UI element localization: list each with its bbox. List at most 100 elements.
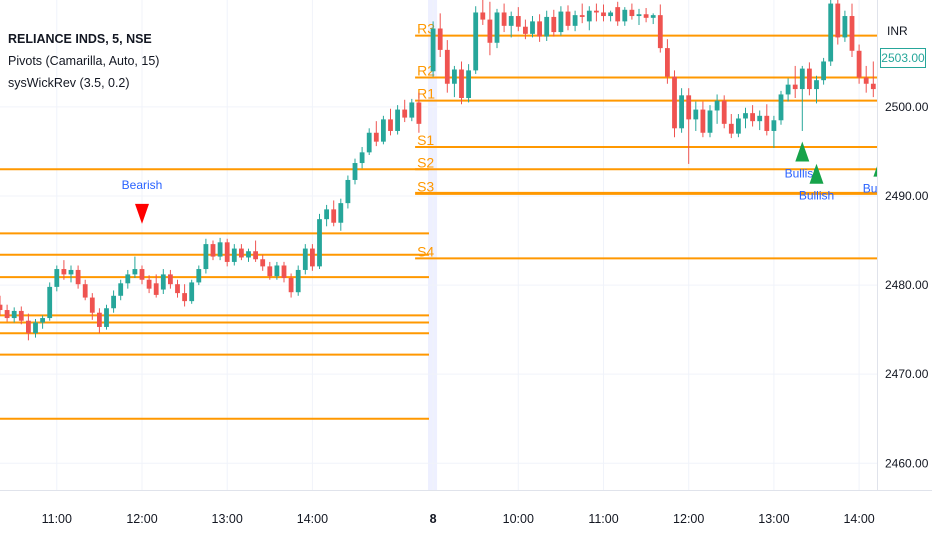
indicator-pivots-label[interactable]: Pivots (Camarilla, Auto, 15) (8, 54, 160, 68)
candle-body (643, 14, 649, 18)
candle-body (466, 70, 471, 98)
currency-label: INR (887, 24, 908, 38)
candle-body (302, 248, 308, 270)
candle-body (785, 84, 791, 95)
candle-body (594, 10, 599, 13)
candle-body (814, 80, 819, 90)
candle-body (4, 310, 10, 319)
candle-body (125, 274, 131, 284)
candle-body (231, 248, 237, 262)
candle-body (459, 69, 464, 98)
y-tick-label: 2480.00 (885, 278, 929, 292)
candle-body (281, 265, 287, 278)
pivot-label-s3: S3 (417, 178, 434, 194)
candle-body (707, 110, 713, 133)
candle-body (11, 310, 17, 319)
indicator-wickrev-label[interactable]: sysWickRev (3.5, 0.2) (8, 76, 130, 90)
candle-body (714, 100, 720, 111)
candle-body (494, 12, 500, 43)
candle-body (210, 244, 216, 257)
candle-body (530, 21, 535, 34)
candle-body (608, 12, 613, 17)
x-tick-label: 14:00 (843, 512, 874, 526)
candle-body (473, 12, 479, 71)
candle-body (650, 15, 656, 18)
bearish-marker (135, 203, 149, 224)
candle-body (267, 266, 273, 277)
candle-body (153, 283, 159, 295)
candle-body (168, 274, 173, 285)
candle-body (693, 109, 699, 120)
x-tick-label: 13:00 (758, 512, 789, 526)
candle-body (203, 244, 209, 270)
x-tick-label: 11:00 (588, 512, 618, 526)
candle-body (132, 269, 138, 275)
candle-body (239, 248, 244, 258)
candle-body (537, 21, 542, 37)
bearish-label: Bearish (122, 178, 163, 192)
x-tick-label: 8 (430, 512, 437, 526)
candle-body (480, 12, 486, 20)
candle-body (253, 251, 258, 260)
candle-body (345, 179, 351, 204)
candle-body (487, 19, 493, 43)
candle-body (870, 83, 876, 90)
pivot-label-s2: S2 (417, 154, 434, 170)
candle-body (807, 68, 812, 90)
candle-body (381, 119, 386, 142)
candle-body (359, 152, 365, 164)
candle-body (33, 322, 38, 334)
candle-body (444, 49, 450, 84)
candle-body (721, 100, 727, 124)
candle-body (586, 10, 592, 22)
candle-body (686, 95, 692, 120)
candle-body (274, 265, 280, 277)
candle-body (501, 12, 507, 26)
candle-body (111, 295, 116, 309)
candle-body (778, 94, 784, 121)
candle-body (416, 102, 422, 124)
candle-body (26, 320, 31, 334)
candle-body (771, 120, 777, 131)
candle-body (388, 119, 393, 131)
y-tick-label: 2470.00 (885, 367, 929, 381)
candle-body (821, 61, 826, 81)
candle-body (856, 50, 862, 78)
candle-body (672, 76, 677, 129)
bullish-marker (795, 141, 810, 162)
candle-body (835, 3, 841, 38)
candle-body (736, 118, 741, 134)
candle-body (196, 269, 202, 283)
pivot-label-s4: S4 (417, 243, 434, 259)
session-break-band (428, 0, 438, 490)
candle-body (47, 286, 53, 319)
candle-body (849, 16, 855, 51)
candle-body (89, 297, 95, 313)
candle-body (68, 269, 74, 275)
time-scale-bg (0, 490, 932, 550)
candle-body (409, 102, 415, 118)
price-scale-bg (877, 0, 932, 550)
candle-body (437, 28, 443, 50)
candle-body (728, 123, 734, 134)
candle-body (217, 242, 223, 257)
candle-body (61, 269, 67, 275)
symbol-title[interactable]: RELIANCE INDS, 5, NSE (8, 32, 152, 46)
candle-body (54, 269, 60, 287)
candle-body (601, 12, 606, 17)
candle-body (523, 26, 528, 34)
candle-body (18, 310, 24, 321)
candle-body (792, 84, 798, 90)
current-price-tag: 2503.00 (880, 48, 926, 68)
candle-body (338, 203, 344, 223)
y-tick-label: 2500.00 (885, 100, 929, 114)
candle-body (579, 15, 585, 17)
pivot-label-r2: R2 (417, 63, 435, 79)
candle-body (757, 115, 763, 122)
chart-legend: RELIANCE INDS, 5, NSE Pivots (Camarilla,… (8, 28, 159, 94)
bullish-label: Bullish (799, 189, 834, 203)
candle-body (565, 11, 571, 26)
candle-body (97, 312, 102, 327)
candle-body (551, 16, 557, 33)
